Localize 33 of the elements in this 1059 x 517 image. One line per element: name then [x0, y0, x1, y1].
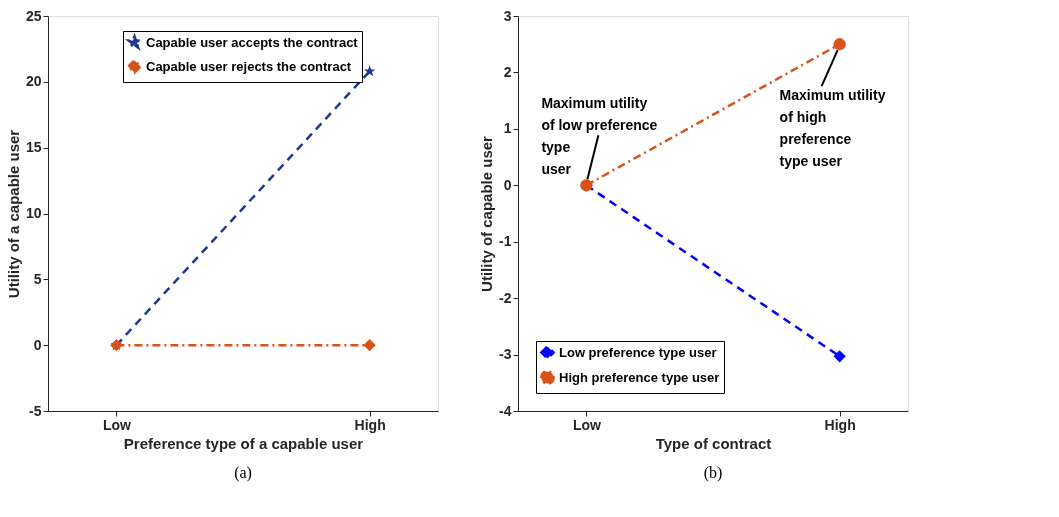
- point: [833, 38, 846, 51]
- y-tick-label: 15: [25, 139, 42, 156]
- x-axis-title: Type of contract: [655, 434, 772, 452]
- y-tick-label: -5: [29, 402, 42, 419]
- annotation: Maximum utility of high preference type user: [779, 87, 886, 170]
- y-tick-label: 3: [503, 7, 512, 24]
- y-tick-label: 20: [25, 73, 42, 90]
- legend-label: Low preference type user: [559, 344, 717, 360]
- y-tick-label: 10: [25, 205, 42, 221]
- text: (a): [234, 464, 252, 482]
- legend-label: High preference type user: [559, 369, 720, 385]
- y-tick-label: -4: [499, 402, 512, 419]
- annotation: Maximum utility of low preference type user: [541, 95, 658, 178]
- y-tick-label: -1: [499, 233, 512, 250]
- y-tick-label: 0: [33, 336, 42, 353]
- point: [833, 350, 846, 363]
- x-axis-title: Preference type of a capable user: [123, 434, 364, 452]
- y-tick-label: 0: [503, 176, 512, 193]
- x-tick-label: Low: [572, 416, 601, 433]
- y-tick-label: 2: [503, 63, 512, 80]
- x-tick-label: High: [824, 416, 856, 433]
- y-axis-title: Utility of capable user: [478, 135, 496, 292]
- y-tick-label: 25: [25, 7, 42, 24]
- text: (b): [703, 464, 723, 482]
- y-tick-label: 1: [503, 120, 512, 137]
- y-tick-label: 5: [33, 270, 42, 287]
- legend-label: Capable user rejects the contract: [146, 58, 352, 74]
- legend-label: Capable user accepts the contract: [146, 34, 359, 50]
- y-axis-title: Utility of a capable user: [4, 129, 22, 299]
- y-tick-label: -3: [499, 346, 512, 363]
- x-tick-label: Low: [102, 416, 131, 433]
- y-tick-label: -2: [499, 289, 512, 306]
- x-tick-label: High: [354, 416, 386, 433]
